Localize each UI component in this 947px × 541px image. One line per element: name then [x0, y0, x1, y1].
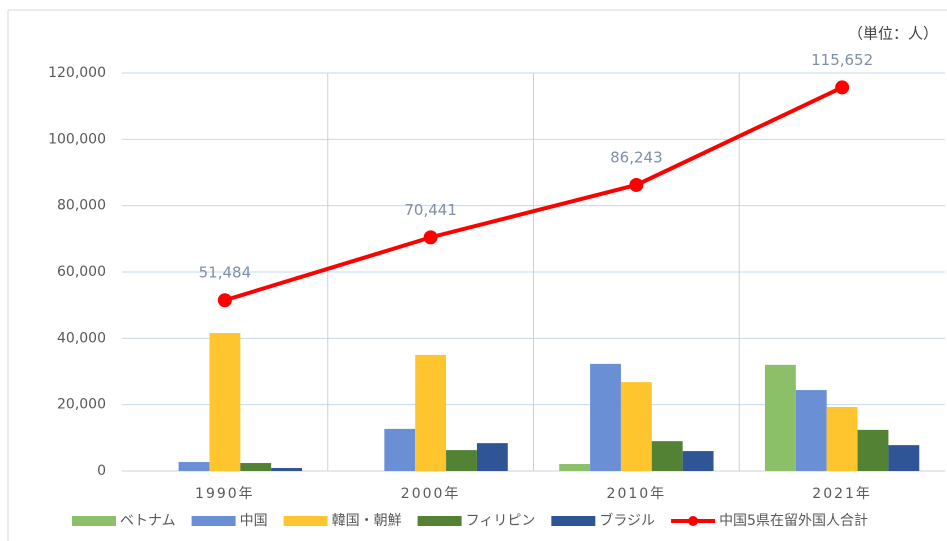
y-tick-label: 80,000	[57, 198, 106, 214]
data-label: 115,652	[811, 51, 873, 69]
bar	[384, 428, 416, 471]
line	[224, 85, 843, 303]
data-label: 70,441	[404, 201, 457, 219]
legend-label: ベトナム	[120, 513, 176, 529]
bar	[764, 364, 796, 471]
bar	[590, 363, 621, 471]
legend-label: 中国5県在留外国人合計	[719, 513, 868, 529]
y-tick-label: 0	[97, 463, 106, 479]
y-tick-label: 40,000	[57, 330, 106, 346]
line-point	[423, 230, 438, 245]
bar	[888, 445, 920, 471]
bar	[446, 450, 477, 471]
bar	[178, 462, 210, 471]
legend-swatch	[551, 516, 596, 526]
line-point	[217, 293, 232, 308]
x-tick-label: 2021年	[812, 486, 872, 502]
y-tick-label: 120,000	[48, 65, 106, 81]
bar	[240, 463, 272, 471]
legend-label: 韓国・朝鮮	[332, 513, 402, 529]
y-tick-label: 60,000	[57, 264, 106, 280]
line-point	[835, 80, 850, 95]
x-tick-label: 1990年	[195, 486, 255, 502]
bar	[826, 406, 858, 471]
legend-swatch	[283, 516, 328, 526]
bar	[857, 429, 889, 471]
legend-swatch	[72, 516, 116, 526]
legend-swatch	[191, 516, 236, 526]
legend-label: 中国	[240, 513, 268, 529]
legend-label: ブラジル	[599, 512, 655, 529]
bar	[620, 382, 652, 471]
y-tick-label: 100,000	[48, 131, 106, 147]
bar	[795, 390, 827, 471]
data-label: 51,484	[199, 264, 252, 282]
unit-note: （単位：人）	[848, 25, 938, 43]
bar	[415, 354, 447, 471]
bar	[209, 333, 241, 471]
bar	[476, 443, 508, 471]
data-label: 86,243	[610, 148, 663, 166]
bar	[559, 464, 591, 471]
legend-swatch	[688, 516, 699, 526]
y-tick-label: 20,000	[57, 397, 106, 413]
x-tick-label: 2010年	[607, 486, 667, 502]
legend-label: フィリピン	[466, 513, 536, 529]
line-point	[629, 177, 644, 192]
x-tick-label: 2000年	[401, 486, 461, 502]
bar	[651, 441, 683, 471]
bar	[682, 451, 714, 471]
bar	[271, 468, 303, 471]
legend-swatch	[417, 516, 462, 526]
